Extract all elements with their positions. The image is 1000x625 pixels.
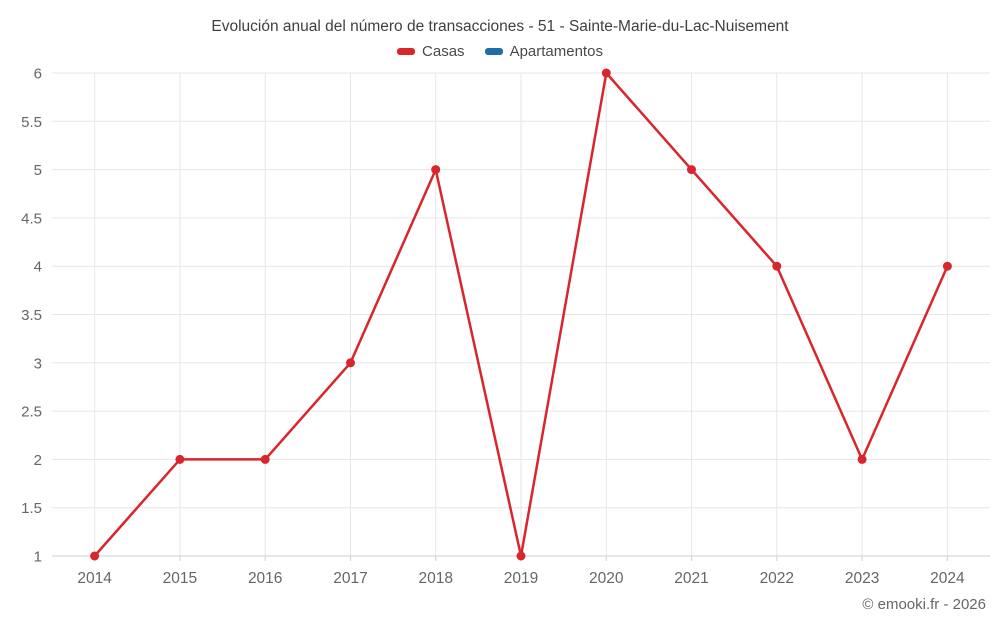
legend-item-casas[interactable]: Casas [397,43,465,60]
x-tick-label: 2024 [930,570,965,587]
casas-data-point[interactable] [942,261,952,271]
y-tick-label: 4.5 [21,210,42,227]
casas-data-point[interactable] [90,551,100,561]
casas-data-point[interactable] [687,165,696,175]
y-tick-label: 3 [34,355,42,372]
casas-data-point[interactable] [260,454,270,464]
y-tick-label: 5 [34,162,42,179]
casas-data-point[interactable] [772,261,782,271]
x-tick-label: 2014 [77,570,112,587]
y-tick-label: 1.5 [21,500,42,517]
y-tick-label: 6 [34,66,42,83]
x-tick-label: 2023 [845,570,879,587]
y-tick-label: 1 [34,549,42,566]
legend-label-casas: Casas [422,43,465,60]
y-tick-label: 2 [34,452,42,469]
casas-data-point[interactable] [601,68,611,78]
y-tick-label: 5.5 [21,114,42,131]
legend: Casas Apartamentos [0,43,1000,60]
x-tick-label: 2018 [418,570,452,587]
x-tick-label: 2021 [674,570,708,587]
chart-title: Evolución anual del número de transaccio… [211,18,789,35]
casas-data-point[interactable] [175,454,185,464]
y-tick-label: 2.5 [21,404,42,421]
legend-item-apartamentos[interactable]: Apartamentos [484,43,603,60]
x-tick-label: 2020 [589,570,624,587]
casas-data-point[interactable] [431,165,441,175]
y-tick-label: 3.5 [21,307,42,324]
x-tick-label: 2019 [504,570,538,587]
x-tick-label: 2015 [163,570,197,587]
legend-label-apartamentos: Apartamentos [509,43,603,60]
casas-data-point[interactable] [346,358,355,368]
casas-series-swatch-icon [397,48,416,55]
x-tick-label: 2022 [760,570,794,587]
apartamentos-series-swatch-icon [484,48,503,55]
casas-data-point[interactable] [516,551,526,561]
casas-data-point[interactable] [857,454,867,464]
y-tick-label: 4 [34,259,42,276]
copyright-text: © emooki.fr - 2026 [862,596,986,613]
x-tick-label: 2017 [333,570,367,587]
x-tick-label: 2016 [248,570,282,587]
